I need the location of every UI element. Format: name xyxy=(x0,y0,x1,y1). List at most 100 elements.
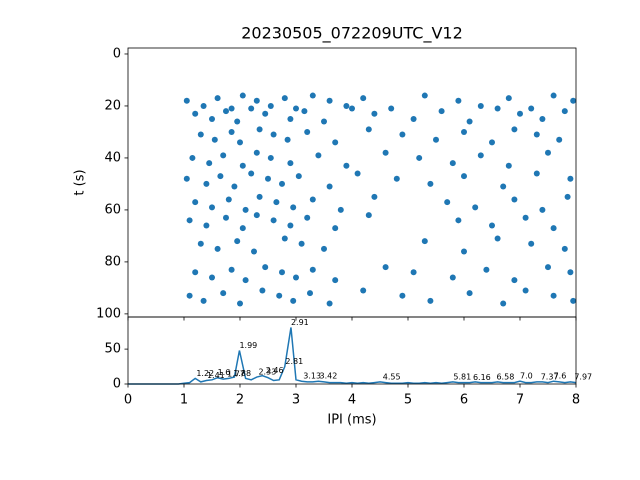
point xyxy=(197,131,204,138)
peak-label: 3.13 xyxy=(303,372,321,381)
point xyxy=(251,248,257,255)
point xyxy=(256,193,263,200)
peak-label: 5.81 xyxy=(453,372,471,381)
point xyxy=(455,97,462,104)
peak-label: 1.6 xyxy=(218,368,231,377)
point xyxy=(489,222,495,229)
point xyxy=(192,110,199,117)
peak-label: 7.6 xyxy=(554,372,567,381)
point xyxy=(444,199,451,206)
point xyxy=(279,180,285,187)
point xyxy=(556,136,563,143)
point xyxy=(200,297,207,304)
point xyxy=(293,105,299,112)
point xyxy=(287,160,294,167)
point xyxy=(343,102,350,109)
point xyxy=(489,139,495,146)
point xyxy=(239,225,246,232)
x-tick-label: 8 xyxy=(572,393,580,408)
point xyxy=(267,154,274,161)
y-axis-label: t (s) xyxy=(73,169,88,195)
point xyxy=(321,118,327,125)
point xyxy=(211,136,218,143)
point xyxy=(354,170,361,177)
point xyxy=(290,204,297,211)
point xyxy=(228,128,235,135)
point xyxy=(466,118,473,125)
point xyxy=(197,240,204,247)
point xyxy=(427,180,434,187)
point xyxy=(281,235,288,242)
point xyxy=(528,240,535,247)
peak-label: 7.0 xyxy=(520,372,533,381)
point xyxy=(545,149,551,156)
point xyxy=(449,274,456,281)
point xyxy=(567,269,574,276)
peak-label: 2.91 xyxy=(291,318,309,327)
point xyxy=(248,170,255,177)
y-tick-label: 0 xyxy=(113,377,121,392)
point xyxy=(416,154,423,161)
point xyxy=(332,277,339,284)
point xyxy=(270,131,277,138)
point xyxy=(183,97,190,104)
point xyxy=(539,115,546,122)
point xyxy=(550,225,557,232)
point xyxy=(259,287,266,294)
point xyxy=(186,217,193,224)
point xyxy=(192,269,199,276)
point xyxy=(466,290,473,297)
point xyxy=(192,199,199,206)
peak-label: 2.33 xyxy=(258,368,276,377)
point xyxy=(239,92,246,99)
point xyxy=(237,139,243,146)
point xyxy=(477,152,484,159)
point xyxy=(242,277,249,284)
point xyxy=(382,264,389,271)
point xyxy=(349,105,355,112)
point xyxy=(231,183,238,190)
peak-label: 1.41 xyxy=(207,371,225,380)
point xyxy=(262,264,269,271)
point xyxy=(477,102,484,109)
point xyxy=(371,193,378,200)
point xyxy=(290,297,297,304)
point xyxy=(505,95,512,102)
point xyxy=(522,214,529,221)
point xyxy=(517,110,523,117)
point xyxy=(228,105,235,112)
point xyxy=(276,292,283,299)
point xyxy=(399,292,406,299)
point xyxy=(267,102,274,109)
point xyxy=(217,173,224,180)
point xyxy=(273,199,280,206)
point xyxy=(533,170,540,177)
point xyxy=(421,92,428,99)
x-tick-label: 5 xyxy=(404,393,412,408)
point xyxy=(309,266,316,273)
point xyxy=(511,196,518,203)
y-tick-label: 0 xyxy=(113,46,121,61)
point xyxy=(337,206,344,213)
point xyxy=(315,152,322,159)
point xyxy=(326,97,333,104)
point xyxy=(461,128,467,135)
point xyxy=(225,196,232,203)
point xyxy=(186,292,193,299)
point xyxy=(505,162,512,169)
peak-label: 1.88 xyxy=(233,369,251,378)
point xyxy=(528,105,535,112)
point xyxy=(472,204,479,211)
peak-label: 7.37 xyxy=(541,372,559,381)
point xyxy=(301,108,308,115)
y-tick-label: 20 xyxy=(104,98,121,113)
peak-label: 7.97 xyxy=(574,372,592,381)
point xyxy=(433,136,439,143)
point xyxy=(183,175,190,182)
point xyxy=(242,206,249,213)
point xyxy=(309,196,316,203)
point xyxy=(248,105,255,112)
point xyxy=(494,105,501,112)
point xyxy=(449,160,456,167)
point xyxy=(332,225,339,232)
